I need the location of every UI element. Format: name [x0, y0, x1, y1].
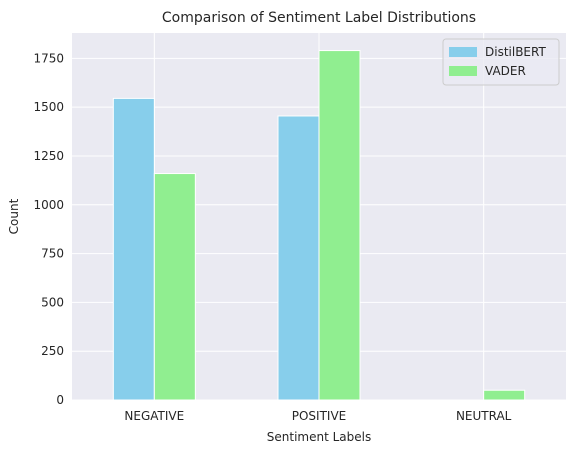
- y-tick-label: 750: [41, 247, 64, 261]
- bar-vader-negative: [153, 173, 196, 401]
- legend-label-distilbert: DistilBERT: [485, 45, 546, 59]
- x-tick-label: POSITIVE: [292, 409, 347, 423]
- legend: DistilBERT VADER: [442, 38, 560, 86]
- legend-label-vader: VADER: [485, 64, 526, 78]
- y-tick-label: 0: [56, 393, 64, 407]
- bar-vader-positive: [318, 50, 361, 401]
- chart-title: Comparison of Sentiment Label Distributi…: [162, 10, 476, 26]
- x-axis-label: Sentiment Labels: [267, 430, 371, 444]
- y-tick-label: 1250: [33, 149, 64, 163]
- x-tick-label: NEGATIVE: [124, 409, 184, 423]
- x-axis-ticks: NEGATIVE POSITIVE NEUTRAL: [124, 409, 511, 423]
- bar-distilbert-negative: [112, 97, 155, 401]
- y-axis-label: Count: [7, 198, 21, 234]
- legend-swatch-vader: [449, 66, 477, 76]
- y-tick-label: 1750: [33, 51, 64, 65]
- y-tick-label: 500: [41, 295, 64, 309]
- y-axis-ticks: 0 250 500 750 1000 1250 1500 1750: [33, 51, 64, 407]
- bar-distilbert-positive: [277, 115, 320, 401]
- bar-vader-neutral: [483, 389, 526, 401]
- y-tick-label: 1000: [33, 198, 64, 212]
- y-tick-label: 1500: [33, 100, 64, 114]
- y-tick-label: 250: [41, 344, 64, 358]
- legend-swatch-distilbert: [449, 47, 477, 57]
- x-tick-label: NEUTRAL: [456, 409, 512, 423]
- bars: [112, 50, 526, 401]
